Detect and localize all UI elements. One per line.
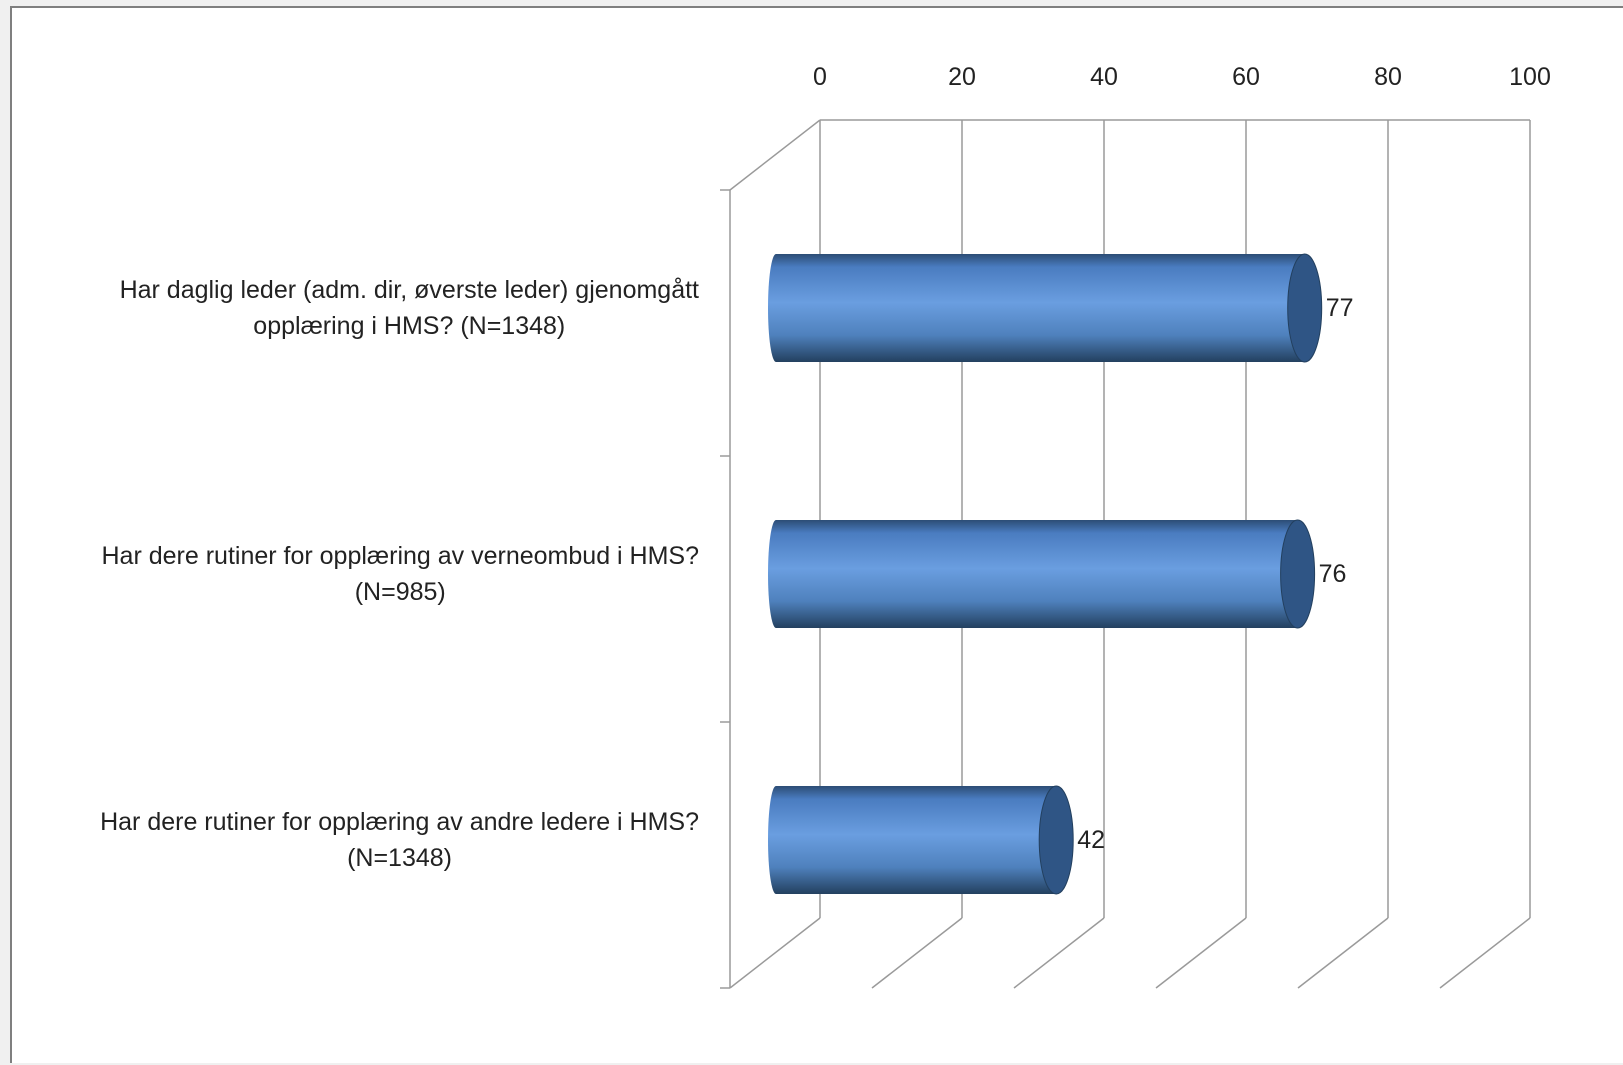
- category-label: Har dere rutiner for opplæring av verneo…: [102, 542, 700, 606]
- category-label-line: (N=1348): [347, 844, 452, 872]
- tick-label: 0: [813, 63, 827, 91]
- category-label-line: Har daglig leder (adm. dir, øverste lede…: [120, 276, 699, 304]
- category-label-line: (N=985): [355, 578, 446, 606]
- grid-lines: [729, 119, 1531, 989]
- category-axis: [720, 189, 731, 989]
- tick-label: 80: [1374, 63, 1402, 91]
- tick-label: 100: [1509, 63, 1551, 91]
- bar-body: [768, 254, 1305, 362]
- bar-cap: [1280, 519, 1316, 629]
- gridline-floor: [1013, 917, 1105, 989]
- bar-chart: 0 20 40 60 80 100 77 Har daglig leder (adm. dir…: [100, 63, 1551, 989]
- gridline-floor: [729, 917, 821, 989]
- bar: [768, 253, 1323, 363]
- bar-body: [768, 520, 1298, 628]
- bar-cap: [1287, 253, 1323, 363]
- data-label: 77: [1326, 294, 1354, 322]
- bar-body: [768, 786, 1057, 894]
- tick-label: 60: [1232, 63, 1260, 91]
- gridline-floor: [1155, 917, 1247, 989]
- gridline-floor: [871, 917, 963, 989]
- bar-cap: [1038, 785, 1074, 895]
- category-label: Har dere rutiner for opplæring av andre …: [100, 808, 699, 872]
- depth-edge: [729, 119, 821, 191]
- labels: 0 20 40 60 80 100 77 Har daglig leder (adm. dir…: [100, 63, 1551, 872]
- chart-frame: 0 20 40 60 80 100 77 Har daglig leder (adm. dir…: [10, 6, 1623, 1063]
- bar: [768, 785, 1074, 895]
- tick-label: 20: [948, 63, 976, 91]
- gridline-floor: [1297, 917, 1389, 989]
- category-label-line: Har dere rutiner for opplæring av andre …: [100, 808, 699, 836]
- category-label-line: opplæring i HMS? (N=1348): [253, 312, 565, 340]
- data-label: 42: [1077, 826, 1105, 854]
- bars: [768, 253, 1323, 895]
- category-label-line: Har dere rutiner for opplæring av verneo…: [102, 542, 700, 570]
- tick-label: 40: [1090, 63, 1118, 91]
- bar: [768, 519, 1316, 629]
- category-label: Har daglig leder (adm. dir, øverste lede…: [120, 276, 699, 340]
- gridline-floor: [1439, 917, 1531, 989]
- data-label: 76: [1319, 560, 1347, 588]
